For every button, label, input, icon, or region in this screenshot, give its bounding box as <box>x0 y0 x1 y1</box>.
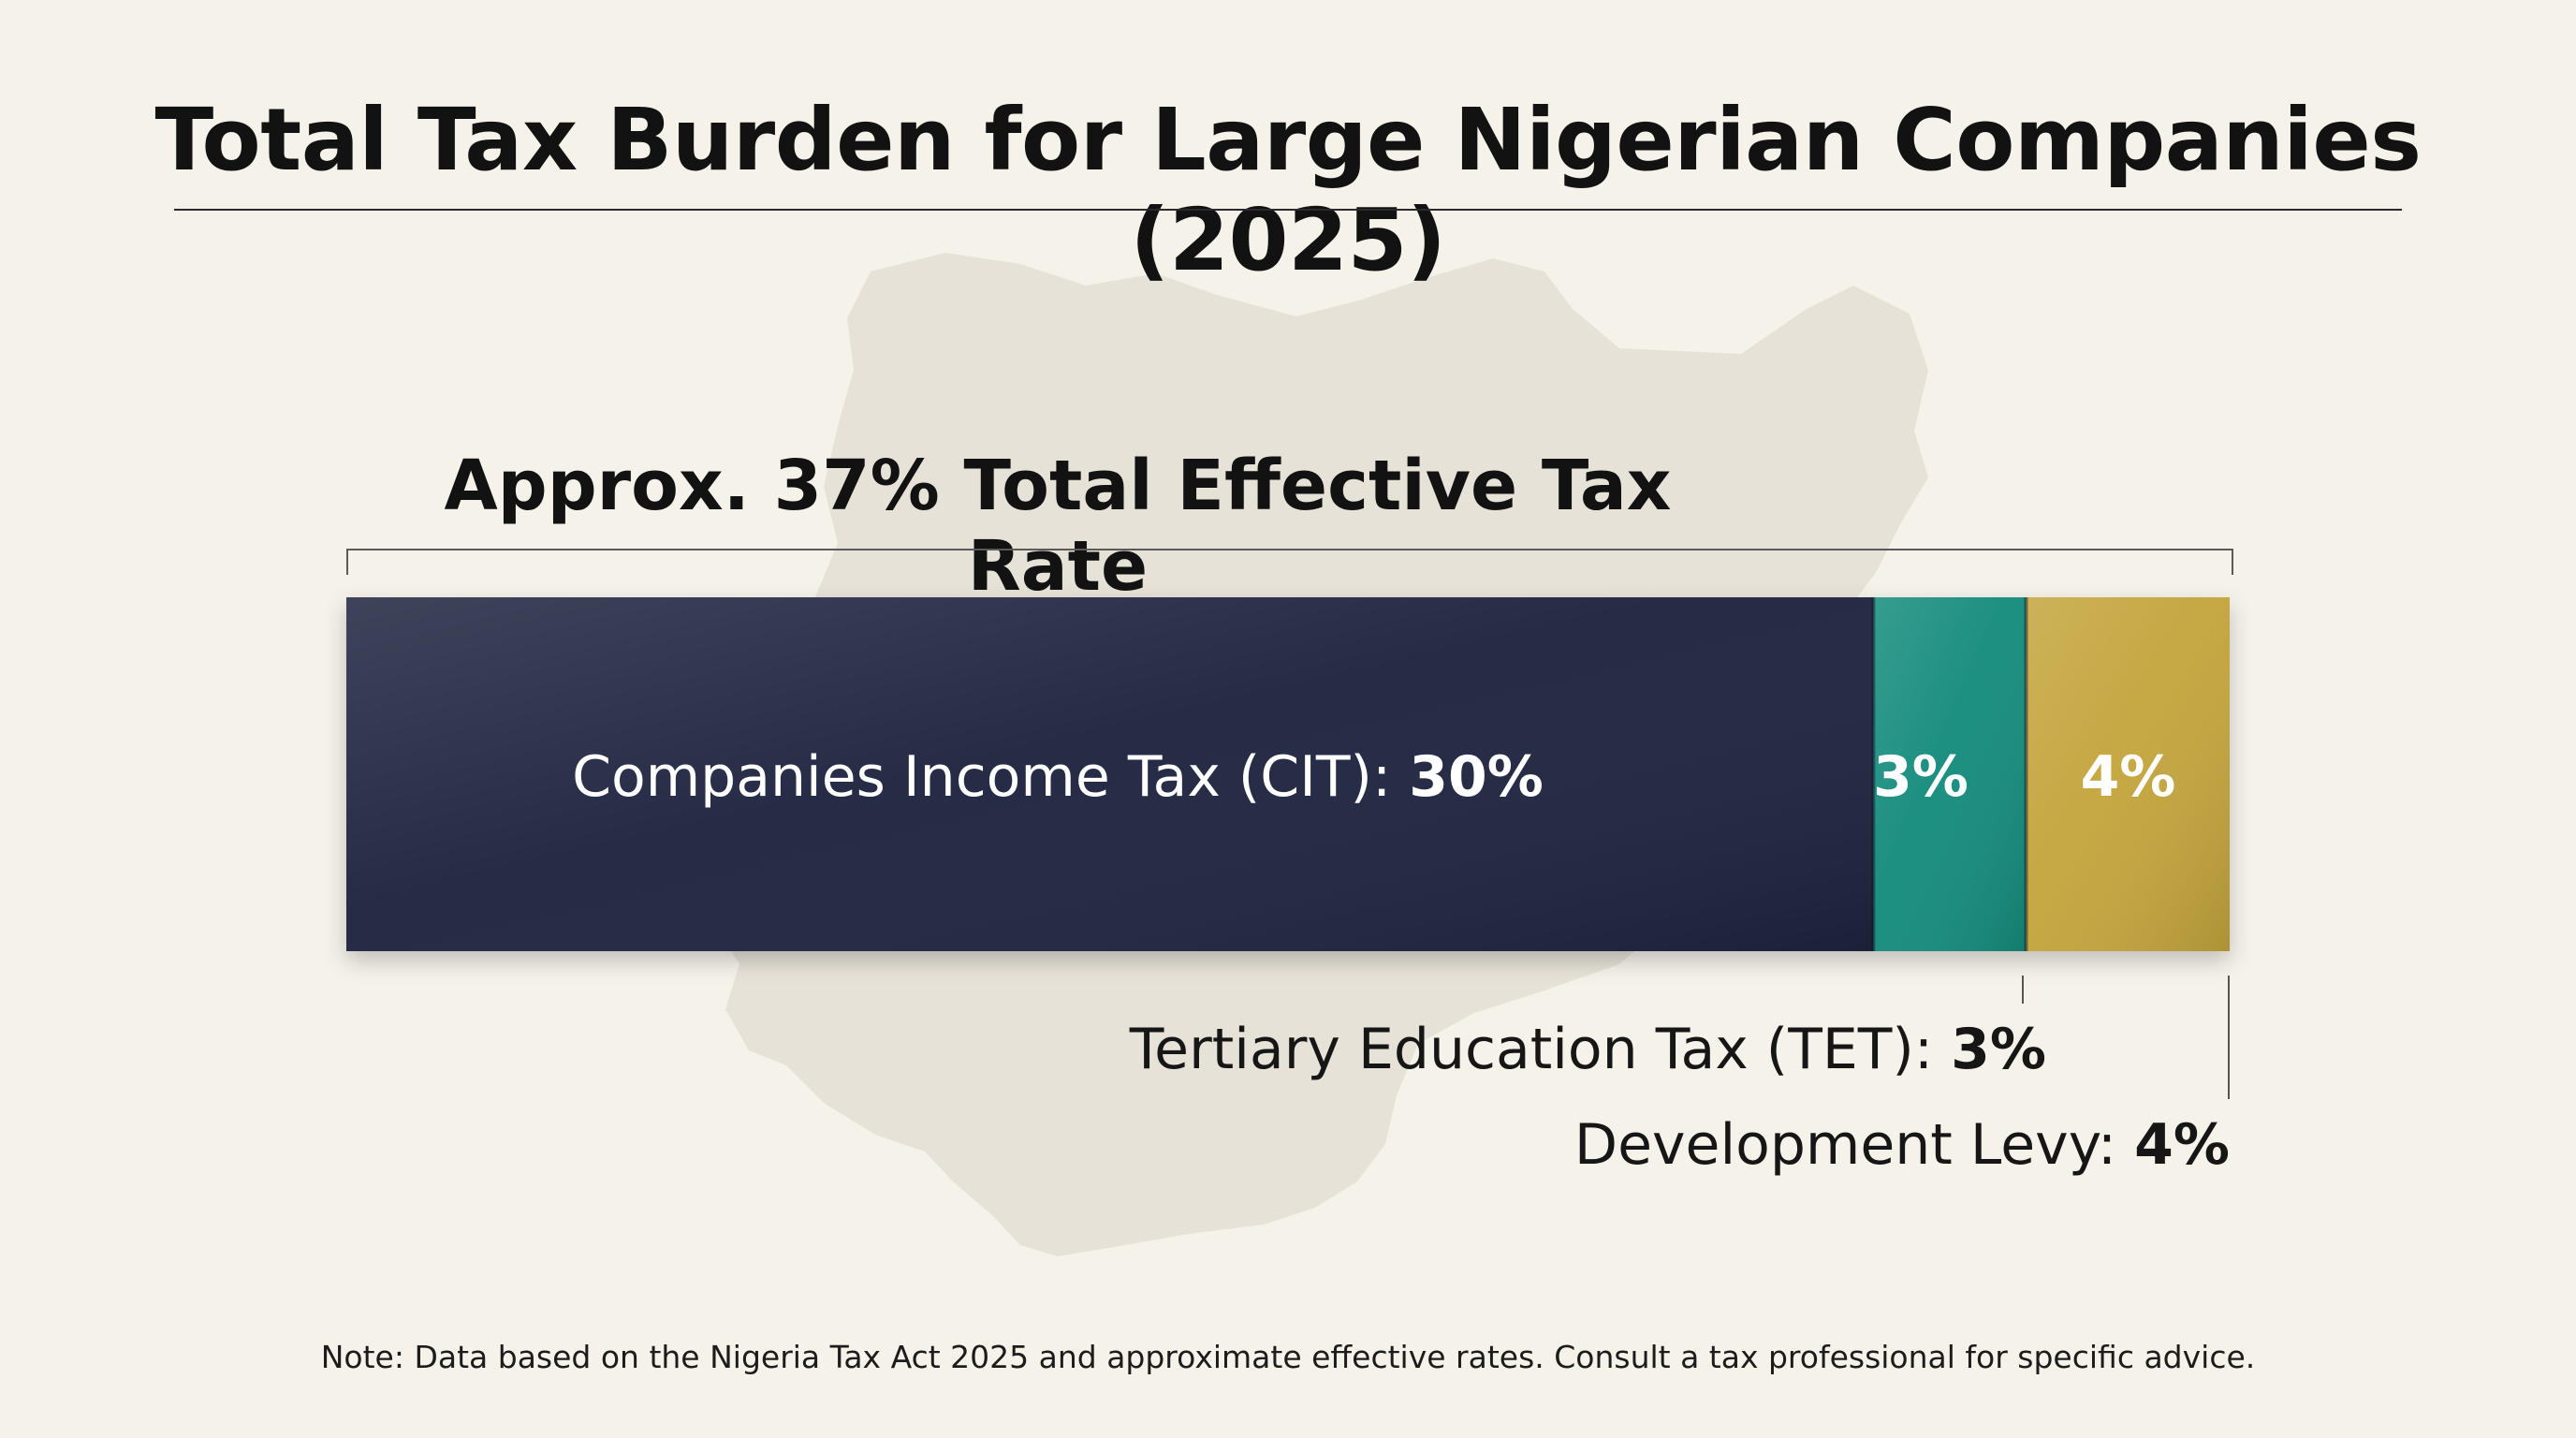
tet-callout-value: 3% <box>1951 1017 2046 1082</box>
tet-callout-name: Tertiary Education Tax (TET): <box>1129 1017 1934 1082</box>
tet-callout: Tertiary Education Tax (TET): 3% <box>1130 1017 2046 1082</box>
dev-segment-label: 4% <box>2027 740 2230 814</box>
total-bracket <box>346 549 2233 575</box>
footnote: Note: Data based on the Nigeria Tax Act … <box>320 1339 2256 1375</box>
cit-segment-label: Companies Income Tax (CIT): 30% <box>524 740 1591 814</box>
bar-segment-sheen <box>1873 597 2027 951</box>
dev-callout: Development Levy: 4% <box>1574 1112 2230 1178</box>
bar-segment-sheen <box>346 597 1874 951</box>
dev-callout-name: Development Levy: <box>1573 1112 2117 1178</box>
dev-callout-value: 4% <box>2134 1112 2230 1178</box>
cit-value: 30% <box>1409 744 1544 810</box>
tet-inbar-value: 3% <box>1873 744 1969 810</box>
cit-name: Companies Income Tax (CIT): <box>572 744 1392 810</box>
tet-segment-label: 3% <box>1819 740 2023 814</box>
bar-segment-sheen <box>2026 597 2230 951</box>
tet-leader-line <box>2022 976 2024 1004</box>
dev-leader-line <box>2228 976 2230 1099</box>
title-divider <box>174 209 2402 211</box>
chart-title: Total Tax Burden for Large Nigerian Comp… <box>154 90 2422 290</box>
total-rate-subtitle: Approx. 37% Total Effective Tax Rate <box>444 446 1672 607</box>
dev-inbar-value: 4% <box>2080 744 2176 810</box>
